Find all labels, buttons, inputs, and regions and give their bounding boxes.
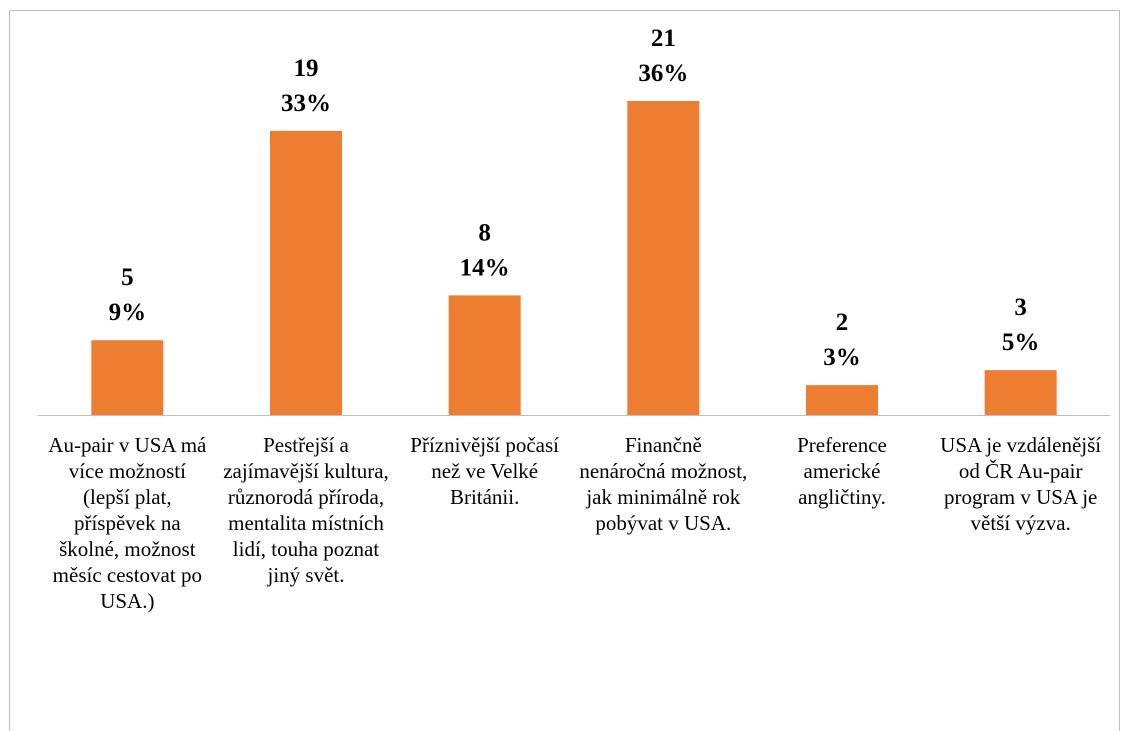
share-label: 5% xyxy=(1002,329,1040,356)
share-label: 14% xyxy=(460,254,510,281)
bar xyxy=(806,385,878,415)
bar xyxy=(627,101,700,415)
category-label: Pestřejší a zajímavější kultura, různoro… xyxy=(223,433,389,587)
value-label: 19 xyxy=(294,55,319,82)
value-label: 5 xyxy=(121,264,134,291)
value-label: 8 xyxy=(478,219,491,246)
category-label: Příznivější počasí než ve Velké Británii… xyxy=(410,433,560,509)
category-label: Preference americké angličtiny. xyxy=(797,433,887,509)
share-label: 36% xyxy=(638,60,688,87)
category-label: Au-pair v USA má více možností (lepší pl… xyxy=(48,433,207,613)
value-label: 3 xyxy=(1014,294,1027,321)
share-label: 33% xyxy=(281,90,331,117)
value-label: 2 xyxy=(836,309,849,336)
bar xyxy=(270,130,342,415)
bar xyxy=(91,340,164,415)
bar xyxy=(448,295,521,415)
category-label: USA je vzdálenější od ČR Au-pair program… xyxy=(940,433,1102,535)
bar xyxy=(984,370,1057,415)
share-label: 9% xyxy=(109,299,147,326)
value-label: 21 xyxy=(651,25,676,52)
share-label: 3% xyxy=(823,344,861,371)
category-label: Finančně nenáročná možnost, jak minimáln… xyxy=(579,433,748,535)
